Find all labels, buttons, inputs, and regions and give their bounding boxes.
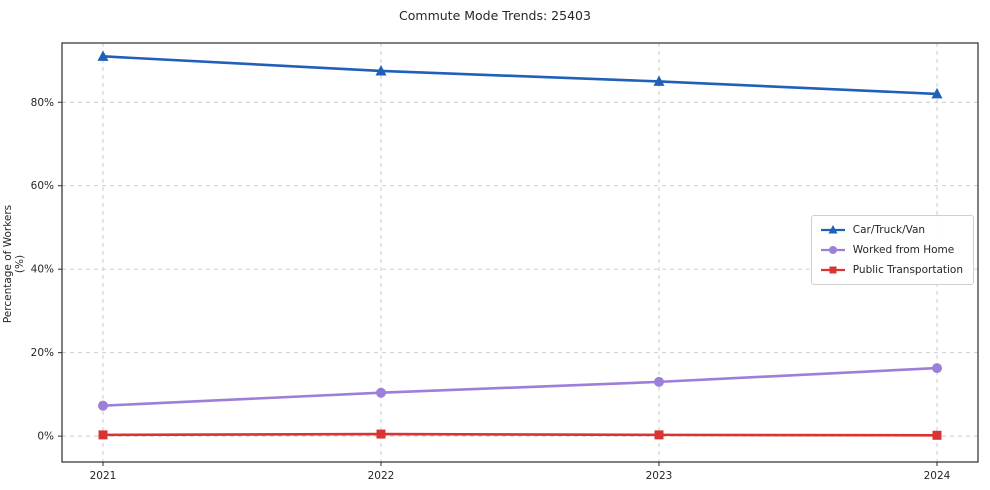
legend-label: Public Transportation bbox=[852, 264, 963, 276]
legend-swatch-graphic bbox=[820, 266, 845, 274]
legend-swatch-graphic bbox=[820, 246, 845, 254]
circle-marker bbox=[654, 376, 664, 387]
series-line-circle bbox=[101, 366, 939, 407]
legend-item-car-truck-van: Car/Truck/Van bbox=[820, 223, 963, 237]
square-marker bbox=[654, 430, 664, 440]
circle-marker bbox=[376, 387, 386, 398]
series-line-square bbox=[101, 432, 939, 437]
circle-marker bbox=[932, 363, 942, 374]
legend-label: Car/Truck/Van bbox=[852, 224, 926, 236]
square-marker-icon bbox=[820, 263, 846, 277]
x-tick-label: 2021 bbox=[90, 470, 117, 482]
legend-marker bbox=[829, 266, 837, 274]
legend-label: Worked from Home bbox=[852, 244, 955, 256]
square-marker bbox=[98, 430, 108, 440]
x-tick-label: 2023 bbox=[646, 470, 673, 482]
triangle-marker bbox=[653, 75, 665, 86]
x-tick-label: 2022 bbox=[368, 470, 395, 482]
y-tick-label: 0% bbox=[37, 431, 54, 443]
legend-marker bbox=[828, 225, 838, 234]
plot-frame bbox=[61, 42, 979, 463]
legend-item-worked-from-home: Worked from Home bbox=[820, 243, 963, 257]
triangle-marker-icon bbox=[820, 223, 846, 237]
square-marker bbox=[932, 430, 942, 440]
y-tick-label: 20% bbox=[31, 347, 54, 359]
legend-swatch-graphic bbox=[820, 225, 845, 234]
triangle-marker bbox=[97, 50, 109, 61]
x-tick-label: 2024 bbox=[924, 470, 951, 482]
legend: Car/Truck/Van Worked from Home Public Tr… bbox=[810, 215, 974, 285]
legend-item-public-transportation: Public Transportation bbox=[820, 263, 963, 277]
legend-marker bbox=[828, 246, 837, 254]
chart-title: Commute Mode Trends: 25403 bbox=[399, 8, 591, 23]
y-tick-label: 80% bbox=[31, 97, 54, 109]
square-marker bbox=[376, 429, 386, 439]
triangle-marker bbox=[375, 64, 387, 76]
y-tick-label: 40% bbox=[31, 264, 54, 276]
series-line-triangle bbox=[101, 55, 939, 96]
circle-marker-icon bbox=[820, 243, 846, 257]
triangle-marker bbox=[931, 87, 943, 99]
circle-marker bbox=[98, 400, 108, 411]
y-tick-label: 60% bbox=[31, 180, 54, 192]
